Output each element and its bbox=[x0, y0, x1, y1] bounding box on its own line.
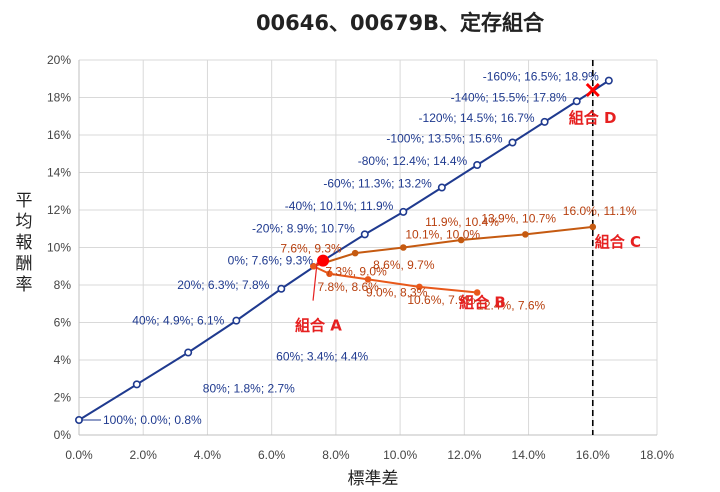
x-tick-label: 2.0% bbox=[130, 448, 158, 462]
combo-a-value-label: 7.6%, 9.3% bbox=[280, 242, 342, 256]
x-tick-label: 10.0% bbox=[383, 448, 417, 462]
x-tick-label: 14.0% bbox=[512, 448, 546, 462]
data-point bbox=[326, 270, 333, 278]
y-tick-label: 10% bbox=[47, 241, 71, 255]
combo-a-leader bbox=[312, 262, 318, 301]
data-label: 16.0%, 11.1% bbox=[563, 204, 637, 218]
x-tick-label: 6.0% bbox=[258, 448, 286, 462]
data-point bbox=[364, 276, 372, 283]
data-point bbox=[589, 223, 597, 231]
data-label: -20%; 8.9%; 10.7% bbox=[252, 221, 355, 235]
data-label: 9.0%, 8.3% bbox=[366, 285, 428, 299]
y-tick-label: 18% bbox=[47, 91, 71, 105]
data-label: 8.6%, 9.7% bbox=[373, 258, 435, 272]
data-label: 60%; 3.4%; 4.4% bbox=[276, 350, 368, 364]
data-label: -100%; 13.5%; 15.6% bbox=[386, 132, 502, 146]
data-point bbox=[457, 236, 465, 244]
data-label: 0%; 7.6%; 9.3% bbox=[228, 254, 314, 268]
y-tick-label: 16% bbox=[47, 128, 71, 142]
y-tick-label: 14% bbox=[47, 166, 71, 180]
y-tick-label: 20% bbox=[47, 53, 71, 67]
data-point bbox=[184, 348, 193, 357]
data-point bbox=[416, 283, 423, 291]
chart-title: 00646、00679B、定存組合 bbox=[256, 11, 545, 35]
y-tick-label: 12% bbox=[47, 203, 71, 217]
data-label: 10.1%, 10.0% bbox=[405, 228, 480, 242]
data-label: -40%; 10.1%; 11.9% bbox=[285, 199, 394, 213]
series-line-1 bbox=[313, 225, 593, 268]
data-point bbox=[351, 249, 359, 257]
series-name-label: 組合 B bbox=[459, 294, 506, 312]
y-axis-label-char: 酬 bbox=[16, 254, 33, 274]
y-axis-label-char: 均 bbox=[16, 212, 33, 232]
data-point bbox=[232, 316, 241, 325]
x-tick-label: 16.0% bbox=[576, 448, 610, 462]
y-axis-label-char: 平 bbox=[16, 191, 33, 211]
data-point bbox=[540, 117, 549, 126]
data-point bbox=[473, 161, 482, 170]
data-point bbox=[473, 289, 481, 296]
data-label: -160%; 16.5%; 18.9% bbox=[483, 70, 599, 84]
y-axis-label-char: 率 bbox=[16, 275, 33, 295]
data-point bbox=[522, 231, 529, 238]
x-tick-label: 12.0% bbox=[447, 448, 481, 462]
x-tick-label: 8.0% bbox=[322, 448, 350, 462]
combo-d-name: 組合 D bbox=[569, 109, 617, 127]
data-label: 11.9%, 10.4% bbox=[425, 215, 499, 229]
y-tick-label: 8% bbox=[54, 278, 72, 292]
data-label: 10.6%, 7.9% bbox=[407, 293, 475, 307]
x-tick-label: 18.0% bbox=[640, 448, 674, 462]
x-tick-label: 4.0% bbox=[194, 448, 222, 462]
data-point bbox=[572, 97, 581, 106]
data-point bbox=[437, 183, 446, 192]
data-label: 7.3%, 9.0% bbox=[325, 264, 387, 278]
x-axis-label: 標準差 bbox=[348, 469, 399, 489]
data-point bbox=[277, 284, 286, 293]
data-point bbox=[399, 207, 408, 216]
data-label: 40%; 4.9%; 6.1% bbox=[132, 314, 224, 328]
combo-a-marker bbox=[317, 254, 330, 267]
series-line-0 bbox=[78, 79, 610, 421]
data-label: 7.8%, 8.6% bbox=[317, 280, 379, 294]
data-point bbox=[604, 76, 613, 85]
data-label: 80%; 1.8%; 2.7% bbox=[203, 381, 295, 395]
x-tick-label: 0.0% bbox=[65, 448, 93, 462]
data-point bbox=[132, 380, 141, 389]
y-tick-label: 0% bbox=[54, 428, 72, 442]
data-point bbox=[400, 244, 407, 251]
data-point bbox=[508, 138, 517, 147]
data-label: 13.9%, 10.7% bbox=[481, 211, 556, 225]
y-axis-label-char: 報 bbox=[16, 233, 33, 253]
y-tick-label: 6% bbox=[54, 316, 72, 330]
data-label: 12.4%, 7.6% bbox=[477, 299, 545, 313]
data-label: -80%; 12.4%; 14.4% bbox=[358, 154, 468, 168]
combo-d-marker-stroke bbox=[585, 82, 600, 98]
y-tick-label: 2% bbox=[54, 391, 72, 405]
combo-a-name: 組合 A bbox=[295, 317, 342, 335]
data-label: -120%; 14.5%; 16.7% bbox=[419, 111, 535, 125]
data-label: -60%; 11.3%; 13.2% bbox=[323, 177, 432, 191]
data-label: -140%; 15.5%; 17.8% bbox=[451, 90, 567, 104]
y-tick-label: 4% bbox=[54, 353, 72, 367]
data-label: 100%; 0.0%; 0.8% bbox=[103, 413, 202, 427]
data-label: 20%; 6.3%; 7.8% bbox=[177, 278, 269, 292]
data-point bbox=[360, 230, 369, 239]
series-name-label: 組合 C bbox=[595, 233, 641, 251]
